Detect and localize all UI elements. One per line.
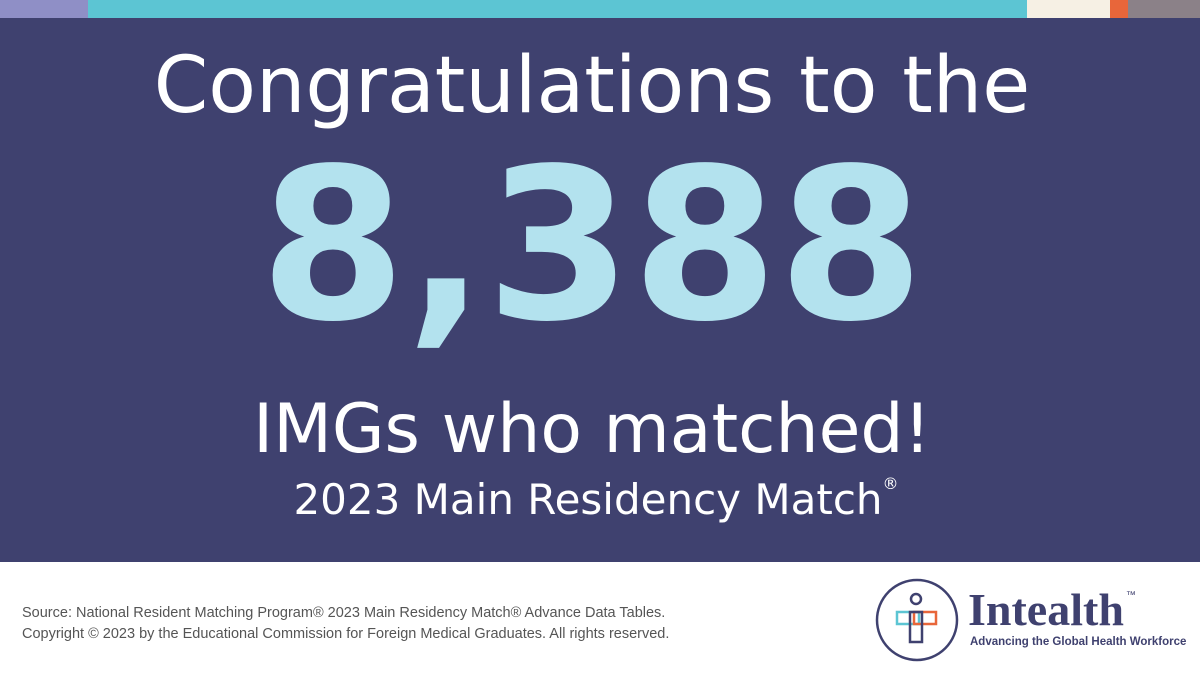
subline: IMGs who matched! bbox=[253, 390, 931, 469]
logo-tagline: Advancing the Global Health Workforce bbox=[970, 636, 1186, 648]
banner bbox=[0, 18, 1200, 562]
strip-teal bbox=[88, 0, 1027, 18]
logo-arm-left bbox=[895, 610, 921, 626]
registered-mark: ® bbox=[883, 474, 899, 493]
logo-trademark: ™ bbox=[1126, 590, 1136, 601]
strip-orange bbox=[1110, 0, 1128, 18]
logo-head bbox=[909, 592, 923, 606]
strip-lavender bbox=[0, 0, 88, 18]
top-strip bbox=[0, 0, 1200, 18]
copyright-note: Copyright © 2023 by the Educational Comm… bbox=[22, 626, 669, 642]
big-number: 8,388 bbox=[260, 123, 924, 368]
strip-cream bbox=[1027, 0, 1110, 18]
event-title: 2023 Main Residency Match bbox=[293, 475, 882, 524]
strip-gray bbox=[1128, 0, 1200, 18]
logo-body bbox=[908, 610, 924, 644]
source-note: Source: National Resident Matching Progr… bbox=[22, 605, 665, 621]
logo-circle bbox=[875, 578, 959, 662]
headline: Congratulations to the bbox=[154, 41, 1030, 131]
logo-name: Intealth bbox=[968, 584, 1124, 635]
logo: Intealth ™ Advancing the Global Health W… bbox=[875, 578, 1186, 662]
logo-arm-right bbox=[912, 610, 938, 626]
